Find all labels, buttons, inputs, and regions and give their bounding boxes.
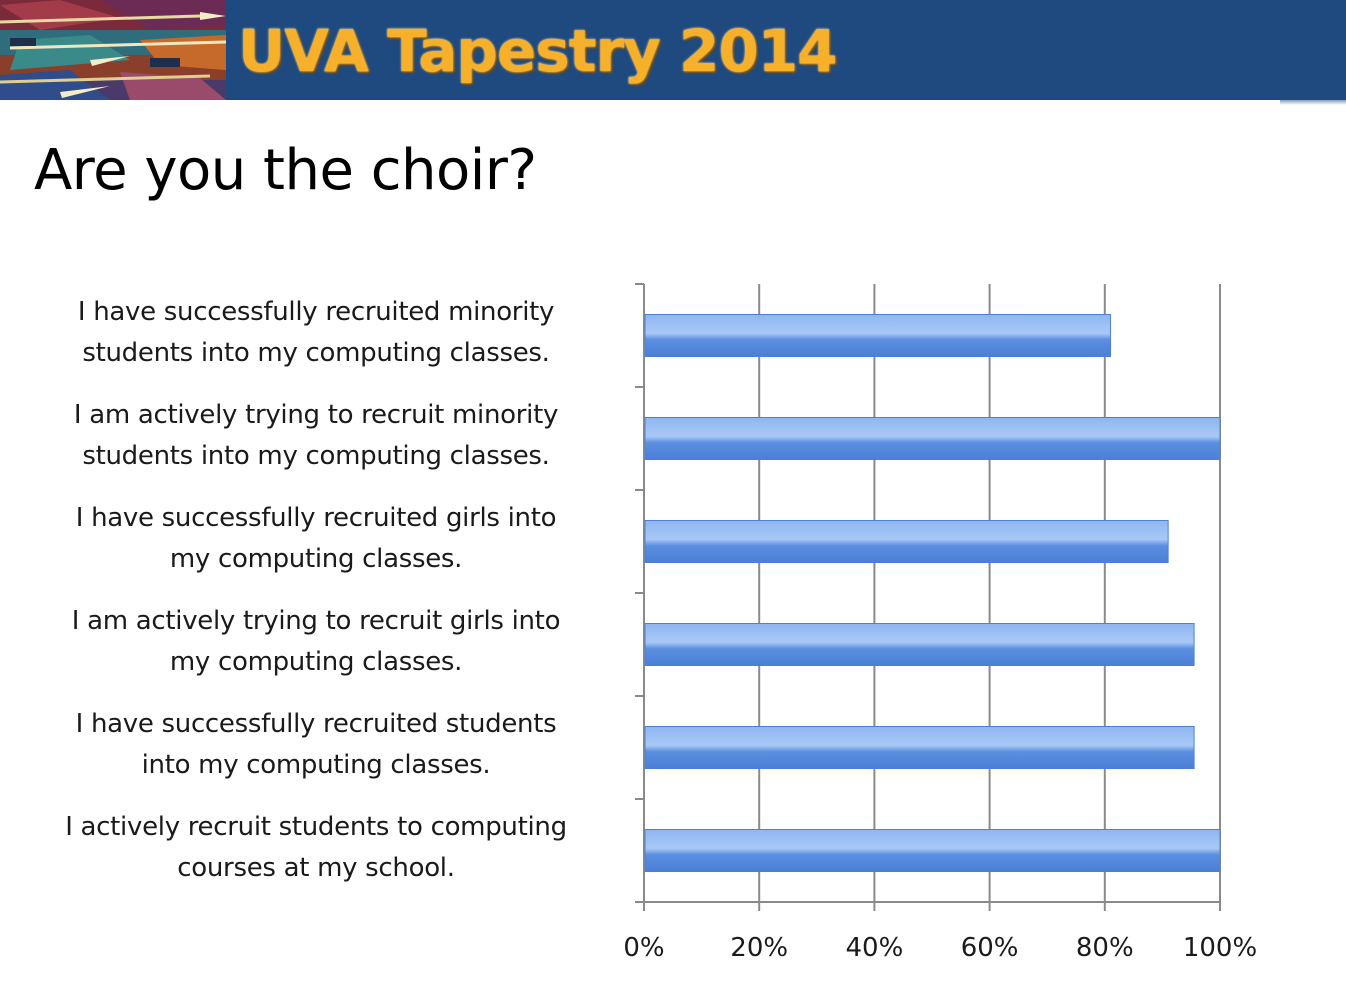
category-label-line: I have successfully recruited minority: [77, 296, 555, 327]
tapestry-image: [0, 0, 226, 100]
category-label: I have successfully recruited students in…: [16, 704, 616, 786]
banner-shadow: [1280, 100, 1346, 105]
category-label-line: students into my computing classes.: [82, 440, 550, 471]
category-label: I have successfully recruited minority st…: [16, 292, 616, 374]
bar: [644, 417, 1221, 460]
category-label: I am actively trying to recruit girls in…: [16, 601, 616, 683]
category-label-line: I have successfully recruited girls into: [75, 502, 557, 533]
x-tick-label: 80%: [1076, 933, 1134, 963]
bar: [644, 829, 1221, 872]
x-tick-label: 40%: [846, 933, 904, 963]
category-label-line: my computing classes.: [169, 646, 463, 677]
category-label-line: I am actively trying to recruit minority: [73, 399, 559, 430]
category-label-line: I actively recruit students to computing: [65, 811, 567, 842]
category-label-line: I have successfully recruited students: [75, 708, 557, 739]
x-tick-label: 0%: [623, 933, 664, 963]
category-label-line: into my computing classes.: [141, 749, 491, 780]
bar: [644, 520, 1169, 563]
category-label-line: I am actively trying to recruit girls in…: [71, 605, 561, 636]
bar: [644, 314, 1112, 357]
category-label-line: students into my computing classes.: [82, 337, 550, 368]
x-tick-label: 60%: [961, 933, 1019, 963]
category-label: I actively recruit students to computing…: [16, 807, 616, 889]
banner-title: UVA Tapestry 2014: [238, 17, 837, 85]
category-label: I have successfully recruited girls into…: [16, 498, 616, 580]
bar: [644, 726, 1195, 769]
category-label: I am actively trying to recruit minority…: [16, 395, 616, 477]
page-title: Are you the choir?: [34, 138, 537, 203]
bar: [644, 623, 1195, 666]
category-label-line: courses at my school.: [177, 852, 455, 883]
tapestry-graphic: [0, 0, 226, 100]
x-tick-label: 100%: [1183, 933, 1257, 963]
x-tick-label: 20%: [730, 933, 788, 963]
category-label-line: my computing classes.: [169, 543, 463, 574]
